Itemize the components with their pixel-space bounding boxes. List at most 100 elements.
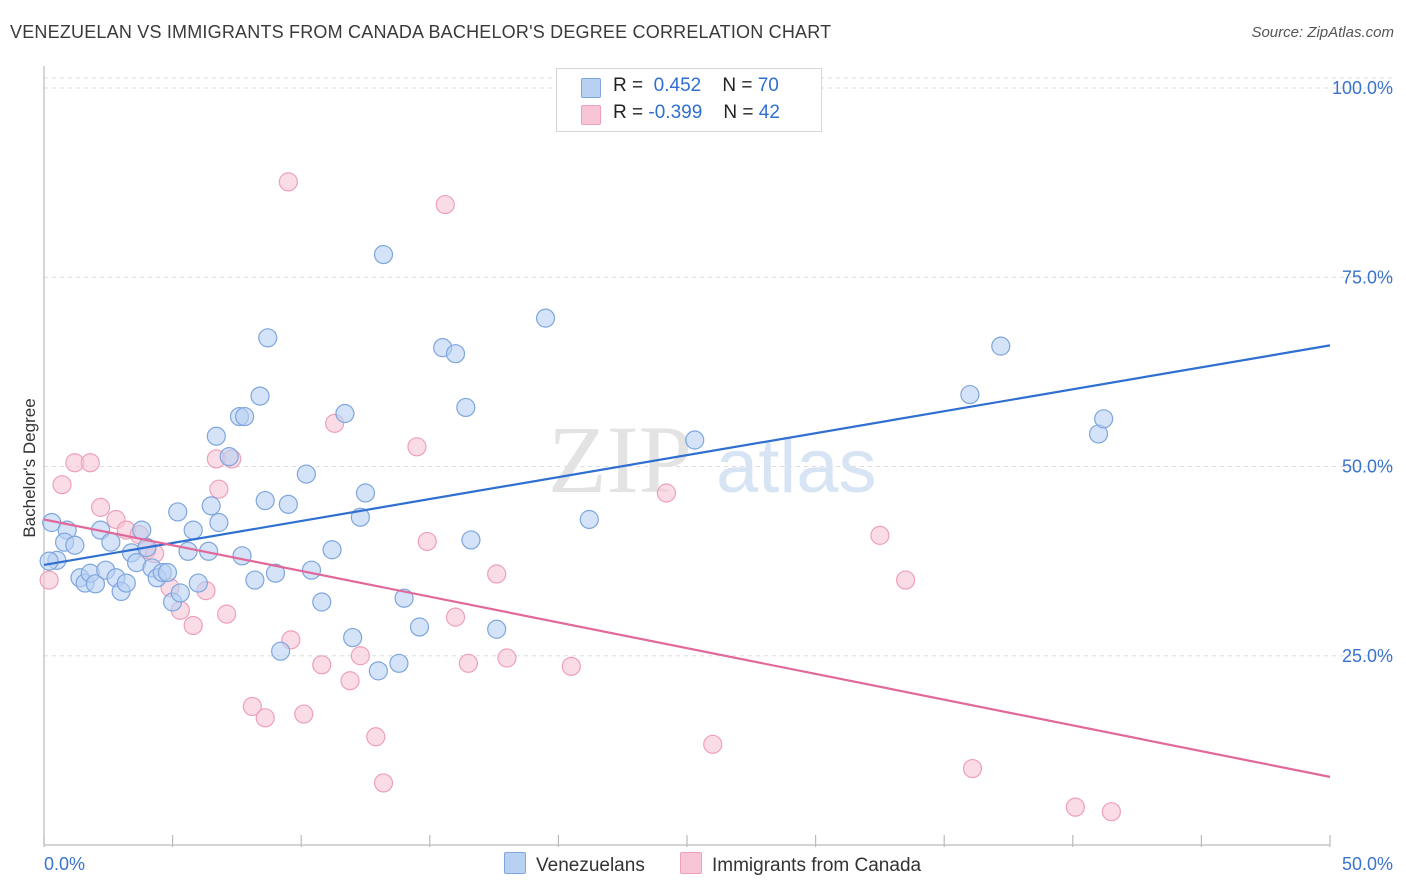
venezuelans-point-40: [258, 328, 278, 348]
legend-n-value-1: 70: [757, 75, 779, 96]
bottom-legend-label-1: Venezuelans: [536, 855, 645, 876]
legend-n-label: N =: [723, 102, 754, 123]
venezuelans-point-14: [116, 573, 136, 593]
immigrants-point-38: [703, 734, 723, 754]
venezuelans-point-30: [201, 496, 221, 516]
venezuelans-point-38: [250, 386, 270, 406]
y-tick-label-2: 50.0%: [1342, 457, 1393, 477]
legend-swatch-blue: [581, 78, 601, 98]
venezuelans-point-61: [487, 619, 507, 639]
legend-r-value-1: 0.452: [653, 75, 702, 96]
gridlines: [44, 77, 1394, 657]
venezuelans-point-26: [178, 541, 198, 561]
immigrants-point-33: [458, 653, 478, 673]
venezuelans-point-43: [278, 494, 298, 514]
immigrants-point-31: [435, 194, 455, 215]
venezuelans-point-4: [65, 535, 85, 555]
immigrants-point-23: [312, 655, 332, 675]
immigrants-point-30: [417, 531, 437, 552]
source-label: Source: ZipAtlas.com: [1251, 24, 1394, 41]
venezuelans-point-45: [301, 560, 322, 580]
venezuelans-point-68: [1094, 409, 1114, 429]
immigrants-point-42: [1065, 797, 1085, 817]
venezuelans-point-54: [389, 653, 409, 673]
watermark-atlas: atlas: [716, 424, 877, 509]
immigrants-point-12: [183, 615, 203, 636]
y-tick-label-0: 100.0%: [1332, 78, 1393, 98]
legend-r-value-2: -0.399: [648, 102, 703, 123]
venezuelans-point-46: [312, 592, 332, 612]
immigrants-point-36: [561, 656, 581, 676]
venezuelans-point-25: [170, 583, 190, 603]
immigrants-point-25: [340, 671, 360, 691]
legend-r-label: R =: [613, 75, 644, 96]
axes: [43, 66, 1331, 847]
venezuelans-point-35: [235, 406, 255, 427]
venezuelans-point-24: [168, 502, 188, 522]
venezuelans-point-42: [271, 641, 291, 661]
y-tick-label-3: 25.0%: [1342, 646, 1393, 666]
immigrants-point-40: [896, 570, 916, 590]
y-axis-label: Bachelor's Degree: [20, 398, 39, 538]
venezuelans-point-55: [394, 588, 414, 608]
immigrants-point-26: [350, 646, 370, 666]
trend-line-immigrants: [43, 518, 1331, 778]
bottom-legend-immigrants: Immigrants from Canada: [680, 852, 921, 877]
immigrants-point-1: [52, 475, 72, 495]
venezuelans-point-58: [445, 344, 466, 364]
venezuelans-point-48: [335, 403, 355, 424]
immigrants-point-28: [373, 773, 394, 793]
x-tick-label-1: 50.0%: [1342, 854, 1393, 874]
immigrants-point-20: [278, 172, 298, 192]
venezuelans-point-62: [535, 308, 556, 328]
venezuelans-point-17: [132, 520, 152, 540]
bottom-legend-swatch-pink: [680, 852, 702, 874]
legend-n-value-2: 42: [758, 102, 780, 123]
venezuelans-point-33: [219, 447, 239, 467]
trend-line-venezuelans: [43, 344, 1331, 566]
series-venezuelans-points: [39, 244, 1114, 681]
venezuelans-point-69: [39, 551, 59, 571]
bottom-legend-swatch-blue: [504, 852, 526, 874]
venezuelans-point-28: [188, 573, 208, 593]
immigrants-point-43: [1101, 802, 1121, 822]
venezuelans-point-52: [368, 661, 388, 681]
legend-n-label: N =: [722, 75, 753, 96]
venezuelans-point-49: [343, 627, 363, 648]
venezuelans-point-32: [209, 512, 229, 533]
venezuelans-point-31: [206, 426, 226, 446]
immigrants-point-37: [656, 483, 677, 503]
immigrants-point-32: [445, 607, 466, 627]
venezuelans-point-65: [960, 384, 980, 405]
venezuelans-point-56: [409, 617, 430, 637]
venezuelans-point-59: [456, 397, 476, 418]
venezuelans-point-44: [296, 464, 316, 484]
venezuelans-point-36: [232, 546, 252, 566]
venezuelans-point-22: [157, 562, 178, 583]
immigrants-point-15: [209, 479, 229, 499]
x-tick-label-0: 0.0%: [44, 854, 85, 874]
series-immigrants-points: [39, 172, 1121, 822]
venezuelans-point-37: [245, 570, 265, 590]
trend-lines: [43, 344, 1331, 778]
chart-title: VENEZUELAN VS IMMIGRANTS FROM CANADA BAC…: [10, 22, 832, 42]
immigrants-point-35: [497, 648, 517, 668]
venezuelans-point-8: [85, 574, 106, 594]
venezuelans-point-27: [183, 520, 203, 540]
venezuelans-point-41: [265, 563, 286, 583]
immigrants-point-19: [255, 708, 275, 728]
legend-swatch-pink: [581, 105, 601, 125]
legend-r-label: R =: [613, 102, 644, 123]
correlation-legend: R = 0.452 N = 70 R = -0.399 N = 42: [556, 68, 822, 132]
immigrants-point-29: [407, 437, 427, 457]
immigrants-point-4: [90, 497, 111, 517]
venezuelans-point-60: [461, 530, 481, 550]
venezuelans-point-39: [255, 490, 275, 511]
tick-labels: 100.0% 75.0% 50.0% 25.0% 0.0% 50.0%: [44, 78, 1393, 874]
venezuelans-point-64: [685, 430, 705, 450]
bottom-legend-venezuelans: Venezuelans: [504, 852, 645, 877]
immigrants-point-18: [242, 696, 262, 717]
immigrants-point-16: [217, 604, 237, 624]
venezuelans-point-11: [101, 532, 121, 552]
